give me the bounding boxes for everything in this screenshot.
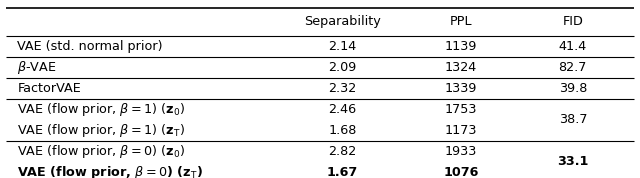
Text: 39.8: 39.8 — [559, 82, 587, 95]
Text: 33.1: 33.1 — [557, 155, 589, 168]
Text: 2.46: 2.46 — [328, 103, 356, 116]
Text: 1933: 1933 — [445, 145, 477, 158]
Text: PPL: PPL — [449, 15, 472, 28]
Text: 1076: 1076 — [443, 166, 479, 178]
Text: $\beta$-VAE: $\beta$-VAE — [17, 59, 57, 76]
Text: FactorVAE: FactorVAE — [17, 82, 81, 95]
Text: VAE (flow prior, $\beta = 1$) ($\mathbf{z}_{\mathrm{T}}$): VAE (flow prior, $\beta = 1$) ($\mathbf{… — [17, 122, 185, 139]
Text: FID: FID — [563, 15, 583, 28]
Text: 1139: 1139 — [445, 40, 477, 53]
Text: 1.67: 1.67 — [327, 166, 358, 178]
Text: 82.7: 82.7 — [559, 61, 587, 74]
Text: 2.14: 2.14 — [328, 40, 356, 53]
Text: VAE (flow prior, $\beta = 1$) ($\mathbf{z}_0$): VAE (flow prior, $\beta = 1$) ($\mathbf{… — [17, 101, 186, 118]
Text: 1324: 1324 — [445, 61, 477, 74]
Text: Separability: Separability — [304, 15, 381, 28]
Text: 38.7: 38.7 — [559, 113, 587, 126]
Text: VAE (std. normal prior): VAE (std. normal prior) — [17, 40, 163, 53]
Text: 2.09: 2.09 — [328, 61, 356, 74]
Text: 41.4: 41.4 — [559, 40, 587, 53]
Text: VAE (flow prior, $\beta = 0$) ($\mathbf{z}_0$): VAE (flow prior, $\beta = 0$) ($\mathbf{… — [17, 143, 186, 160]
Text: VAE (flow prior, $\beta = 0$) ($\mathbf{z}_{\mathrm{T}}$): VAE (flow prior, $\beta = 0$) ($\mathbf{… — [17, 164, 203, 178]
Text: 2.82: 2.82 — [328, 145, 356, 158]
Text: 1.68: 1.68 — [328, 124, 356, 137]
Text: 2.32: 2.32 — [328, 82, 356, 95]
Text: 1753: 1753 — [445, 103, 477, 116]
Text: 1173: 1173 — [445, 124, 477, 137]
Text: 1339: 1339 — [445, 82, 477, 95]
